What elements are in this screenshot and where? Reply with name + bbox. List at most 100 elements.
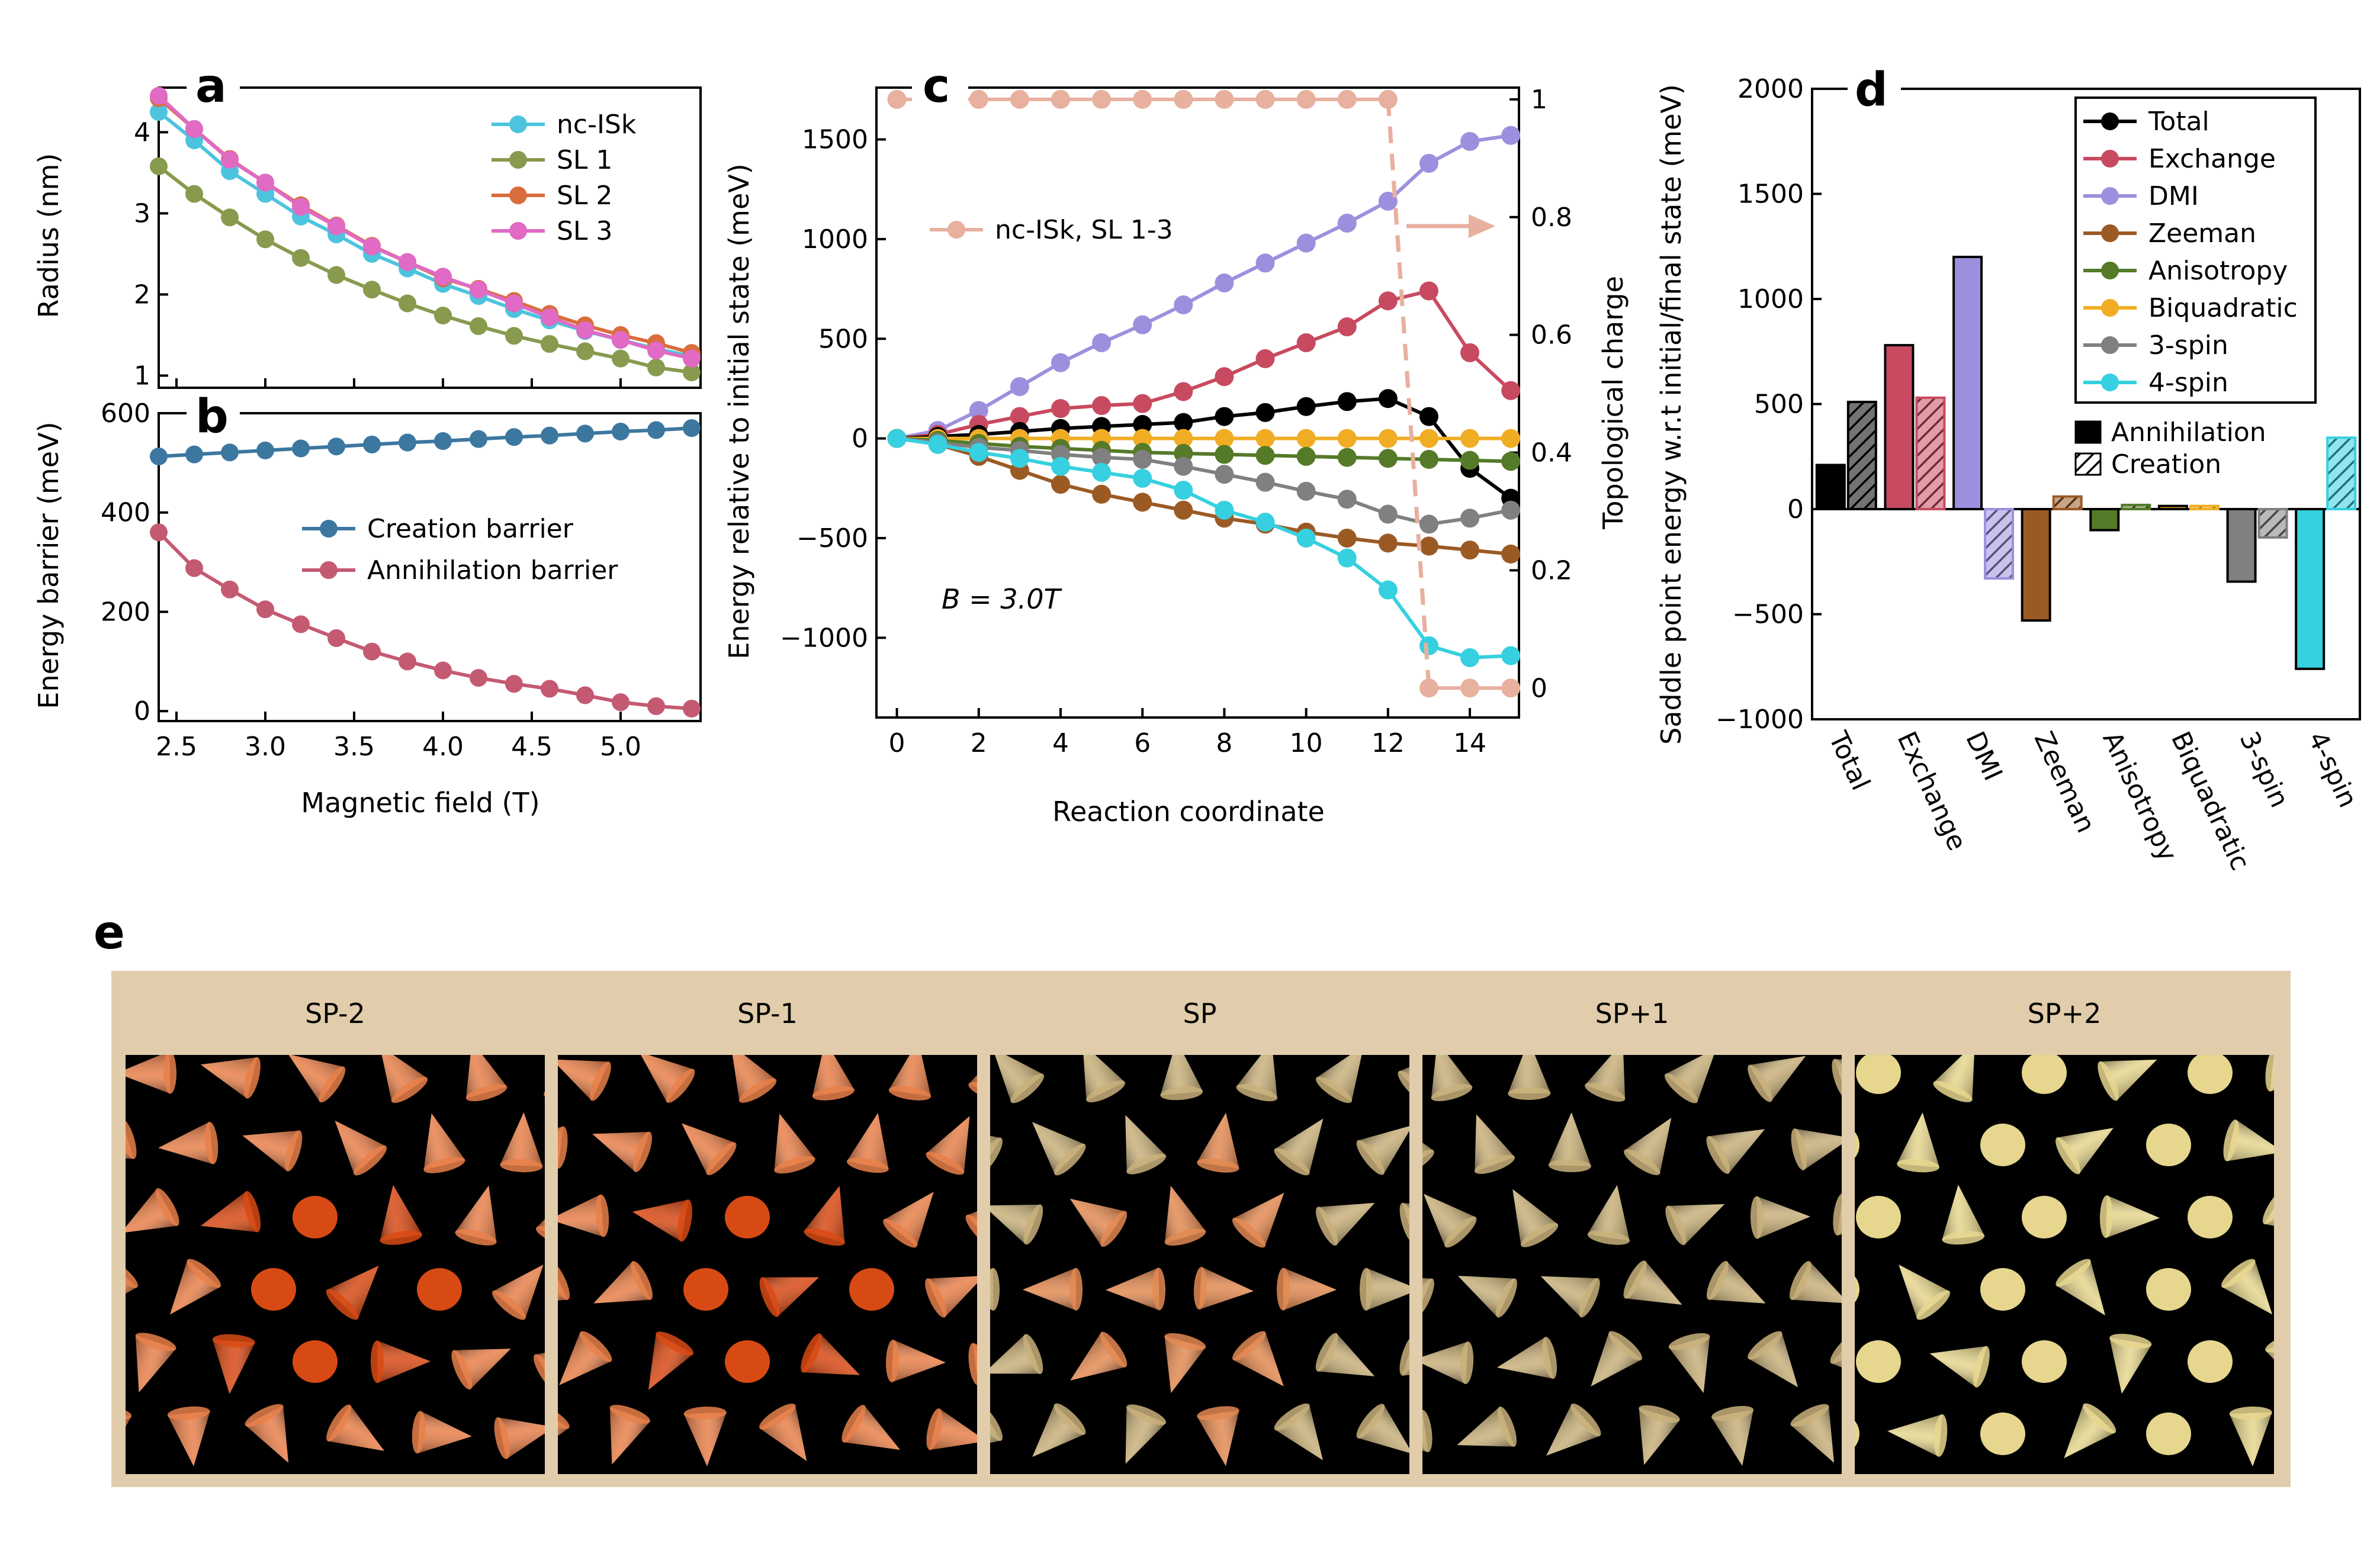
panel-d-category-label: 3-spin [2234,727,2295,812]
series-Anisotropy-point [1215,445,1234,464]
panel-e-cone-top [1855,1131,1859,1159]
panel-e-cone-shade [1199,1267,1254,1310]
series-Creation-barrier-point [505,428,523,446]
panel-e-cone-base [631,1261,653,1300]
panel-e-cone-shade [200,1057,258,1099]
series-Biquadratic-point [1255,429,1275,448]
panel-e-cone-shade [30,1048,91,1100]
panel-e-cone-body [370,1478,436,1539]
panel-c-xtick-label: 14 [1453,728,1486,758]
panel-e-cone-base [1942,1231,1985,1245]
panel-e-cone [1942,1185,1985,1245]
series-nc-ISk-SL-1-3-point [1337,89,1357,109]
panel-e-cone-shade [843,1405,900,1450]
series-Creation-barrier-point [150,447,168,465]
panel-e-cone-shade [929,1408,977,1450]
panel-e-cone-shade [1546,1404,1601,1456]
panel-e-cone-base [1460,1341,1474,1385]
panel-e-cone-shade [417,1411,472,1454]
series-Annihilation-barrier-point [683,700,701,718]
panel-e-cone-shade [1408,1478,1474,1539]
panel-d-legend-term-4-swatch-marker [2101,262,2119,279]
panel-e-cone [380,1055,428,1103]
panel-d-ytick-label: 2000 [1737,74,1804,104]
panel-e-cone-shade [455,1185,497,1243]
panel-e-cone [33,1328,97,1400]
panel-e-cone-base [1399,1202,1409,1244]
panel-e-cone [1457,1276,1517,1318]
bar-biquadratic-creation-tint [2190,506,2218,509]
panel-e-cone-base [1521,1222,1559,1247]
panel-d-legend-term-7-label: 4-spin [2148,368,2228,398]
panel-e-cone-body [1753,1482,1804,1542]
panel-e-cone-shade [1422,1341,1469,1385]
panel-e-cone [1929,1346,1990,1388]
panel-e-cone-body [1669,1482,1719,1542]
series-SL-3-point [363,237,381,256]
panel-e-cone-base [1054,1143,1086,1176]
panel-b-ytick-label: 200 [101,597,150,627]
panel-e-cone-body [33,1334,94,1400]
series-SL-1-point [505,327,523,345]
panel-e-cone-base [990,1137,1003,1175]
panel-e-cone-shade [500,1112,543,1167]
panel-e-cone-shade [1366,1267,1409,1311]
panel-d-category-label: Zeeman [2028,727,2101,838]
panel-e-cone-base [1623,1260,1647,1299]
series-DMI-point [1296,233,1316,253]
series-nc-ISk-SL-1-3-point [887,89,907,109]
panel-e-cone [370,1340,431,1384]
panel-a-label: a [195,60,227,113]
panel-e-frame-title: SP [1183,998,1217,1029]
panel-e-cone [1274,1403,1324,1460]
panel-e-cone-base [885,1339,900,1382]
panel-e-cone-base [492,1290,526,1320]
panel-e-label: e [94,906,125,960]
series-4-spin-point [928,435,947,454]
series-Zeeman-point [1460,540,1480,560]
panel-e-cone [169,1259,221,1315]
series-Annihilation-barrier-point [256,600,274,619]
panel-e-cone-base [1791,1128,1807,1170]
series-DMI-point [1460,131,1480,151]
panel-e-cone-shade [2057,1128,2114,1174]
panel-e-cone-shade [1032,1122,1085,1175]
series-Zeeman-point [1419,536,1438,556]
bar-dmi-annihilation [1952,256,1983,510]
panel-e-cone [990,1204,1043,1245]
panel-a-legend-2-label: SL 2 [557,181,612,211]
panel-e-cone-top [725,1340,770,1383]
panel-e-cone-base [1668,1333,1710,1350]
panel-e-cone-base [2055,1259,2091,1287]
panel-e-cone-shade [681,1123,736,1175]
series-Annihilation-barrier-point [399,652,416,671]
panel-e-cone-shade [1197,1410,1239,1466]
panel-e-cone [27,1184,101,1253]
panel-e-cone-top [683,1268,728,1311]
series-nc-ISk-SL-1-3-point [1296,89,1316,109]
series-SL-3-point [256,173,274,192]
series-Annihilation-barrier-point [327,629,345,647]
panel-b-xtick-label: 4.5 [511,732,553,762]
panel-e-cone-base [1585,1083,1626,1102]
series-Creation-barrier-point [683,419,701,437]
panel-e-cones [1408,1055,1893,1545]
panel-e-cone-shade [1833,1479,1893,1544]
panel-d-category-label: 4-spin [2302,727,2363,812]
panel-e-cone-shade [2106,1195,2160,1238]
panel-e-cone-body [1064,1478,1125,1545]
series-DMI-point [1010,377,1029,397]
series-3-spin-point [1296,481,1316,501]
bar-3-spin-creation-tint [2259,509,2287,538]
panel-e-cone-base [319,1066,346,1103]
series-SL-1-point [292,249,310,267]
panel-e-cone-top [2312,1268,2357,1311]
panel-e-cone [1623,1260,1682,1305]
panel-e-cone-body [1577,1478,1641,1545]
series-DMI-point [1174,295,1193,315]
series-SL-1-point [221,208,239,227]
panel-e-cone [1512,1189,1559,1247]
panel-c-xtick-label: 6 [1134,728,1151,758]
panel-e-cone-base [1639,1405,1680,1423]
panel-e-cone [990,1404,1003,1452]
